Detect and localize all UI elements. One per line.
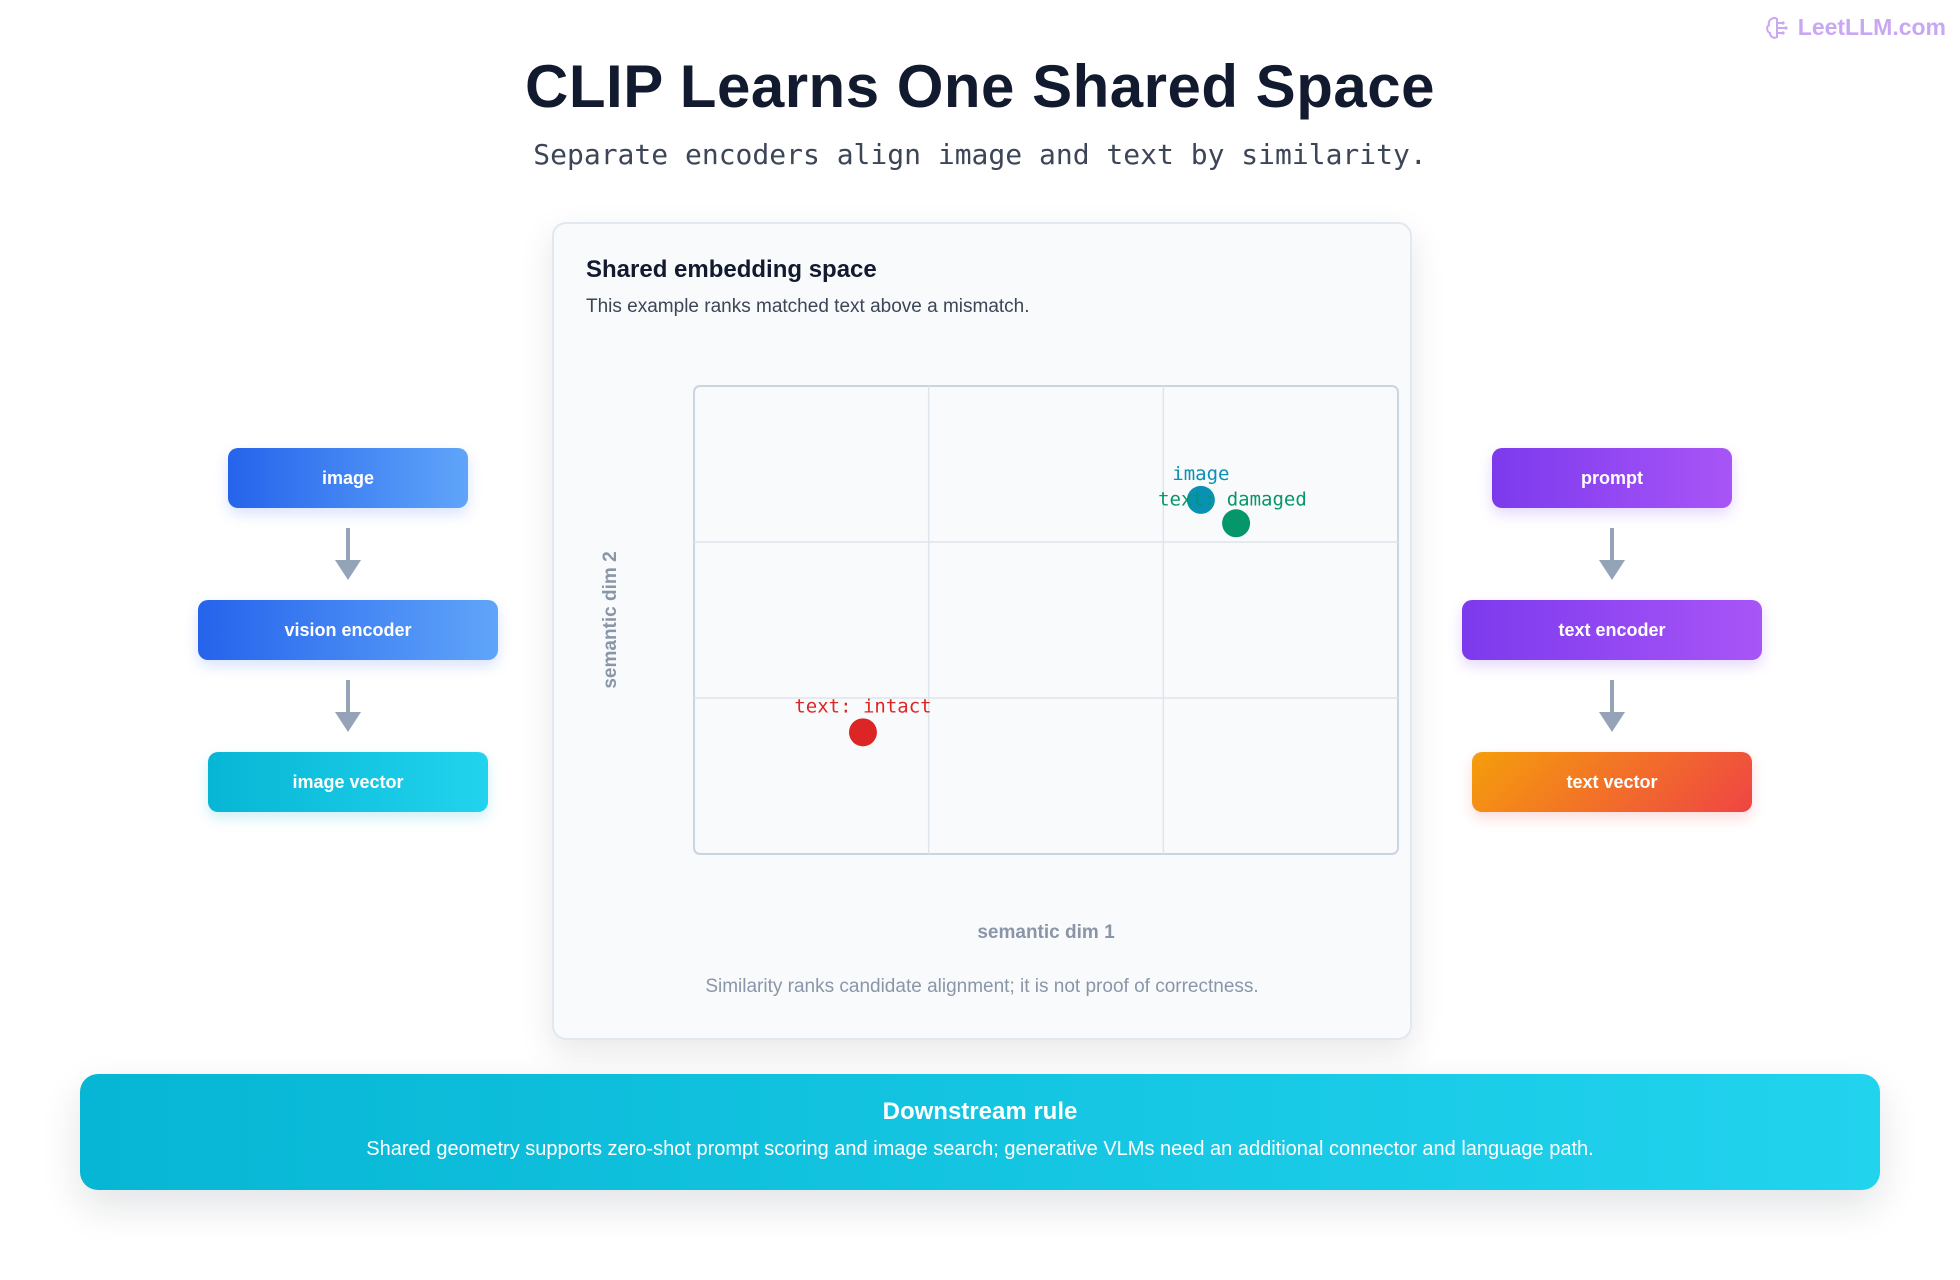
downstream-rule-title: Downstream rule	[882, 1098, 1078, 1125]
downstream-rule-text: Shared geometry supports zero-shot promp…	[366, 1138, 1594, 1160]
panel-note: Similarity ranks candidate alignment; it…	[705, 976, 1259, 997]
arrow-down-icon	[335, 680, 361, 732]
prompt-input-label: prompt	[1581, 467, 1643, 488]
point-text-damaged	[1222, 509, 1251, 538]
embedding-panel: Shared embedding space This example rank…	[552, 222, 1412, 1040]
image-input-box: image	[228, 448, 468, 508]
plot-grid	[694, 386, 1398, 854]
image-vector-label: image vector	[292, 771, 404, 792]
point-image	[1186, 485, 1215, 514]
point-text-intact	[848, 718, 877, 747]
downstream-rule-banner: Downstream rule Shared geometry supports…	[80, 1074, 1880, 1190]
arrow-down-icon	[1599, 528, 1625, 580]
image-input-label: image	[321, 467, 375, 488]
page-subtitle: Separate encoders align image and text b…	[533, 138, 1427, 171]
prompt-input-box: prompt	[1492, 448, 1732, 508]
text-encoder-label: text encoder	[1558, 619, 1666, 640]
point-label-text-damaged: text: damaged	[1158, 488, 1307, 510]
image-vector-box: image vector	[208, 752, 488, 812]
plot-points: image text: damaged text: intact	[794, 463, 1307, 747]
brain-icon	[1765, 16, 1788, 39]
arrow-down-icon	[335, 528, 361, 580]
text-encoder-box: text encoder	[1462, 600, 1762, 660]
point-label-image: image	[1172, 463, 1229, 485]
vision-encoder-box: vision encoder	[198, 600, 498, 660]
text-vector-label: text vector	[1566, 771, 1658, 792]
page-title: CLIP Learns One Shared Space	[525, 53, 1435, 120]
point-label-text-intact: text: intact	[794, 695, 931, 717]
text-vector-box: text vector	[1472, 752, 1752, 812]
panel-title: Shared embedding space	[586, 256, 877, 283]
plot-area	[693, 385, 1399, 855]
x-axis-label: semantic dim 1	[977, 922, 1115, 943]
y-axis-label: semantic dim 2	[600, 551, 621, 688]
arrow-down-icon	[1599, 680, 1625, 732]
vision-encoder-label: vision encoder	[284, 619, 412, 640]
embedding-scatter-plot: semantic dim 1 semantic dim 2 image text:…	[600, 385, 1399, 943]
brand-text: LeetLLM.com	[1797, 14, 1946, 40]
panel-description: This example ranks matched text above a …	[586, 296, 1030, 317]
brand-logo[interactable]: LeetLLM.com	[1764, 14, 1946, 41]
